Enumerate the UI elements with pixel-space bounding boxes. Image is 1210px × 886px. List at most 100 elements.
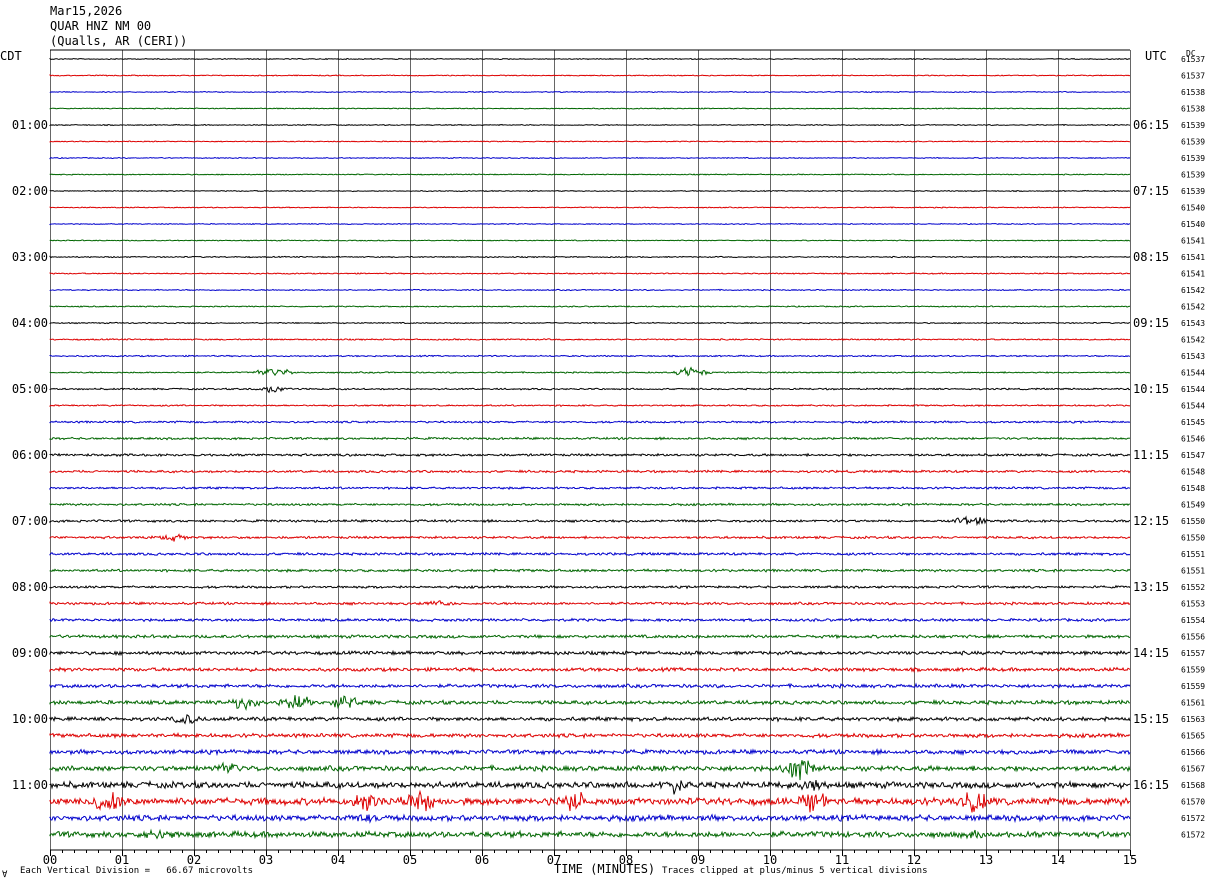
dc-value: 61546	[1181, 435, 1205, 444]
trace-23	[49, 436, 1131, 441]
trace-4	[49, 123, 1131, 127]
time-gridlines	[50, 49, 1131, 850]
trace-43	[49, 760, 1131, 781]
right-hour-label: 09:15	[1133, 316, 1169, 330]
trace-13	[49, 272, 1131, 275]
dc-value: 61538	[1181, 88, 1205, 97]
date-label: Mar15,2026	[50, 4, 123, 18]
dc-value: 61540	[1181, 204, 1205, 213]
trace-labels: 01:00 02:00 03:00 04:00 05:00 06:00 07:00 08:00…	[12, 55, 1205, 840]
dc-value: 61539	[1181, 171, 1205, 180]
location-label: (Qualls, AR (CERI))	[50, 34, 188, 48]
dc-value: 61567	[1181, 765, 1205, 774]
trace-1	[49, 74, 1131, 77]
dc-value: 61570	[1181, 798, 1205, 807]
dc-value: 61538	[1181, 105, 1205, 114]
right-hour-label: 16:15	[1133, 778, 1169, 792]
dc-value: 61566	[1181, 748, 1205, 757]
dc-value: 61543	[1181, 319, 1205, 328]
trace-10	[49, 222, 1131, 226]
dc-value: 61541	[1181, 253, 1205, 262]
right-hour-label: 15:15	[1133, 712, 1169, 726]
trace-31	[49, 568, 1131, 574]
trace-35	[49, 633, 1131, 640]
trace-18	[49, 354, 1131, 358]
trace-8	[49, 189, 1131, 193]
trace-29	[49, 533, 1131, 542]
dc-value: 61545	[1181, 418, 1205, 427]
dc-value: 61539	[1181, 187, 1205, 196]
station-label: QUAR HNZ NM 00	[50, 19, 152, 33]
trace-14	[49, 288, 1131, 292]
trace-47	[49, 828, 1131, 840]
trace-19	[49, 366, 1131, 377]
trace-41	[49, 731, 1131, 740]
left-hour-label: 01:00	[12, 118, 48, 132]
dc-value: 61549	[1181, 501, 1205, 510]
x-tick-label: 05	[403, 853, 417, 867]
x-tick-label: 03	[259, 853, 273, 867]
dc-value: 61540	[1181, 220, 1205, 229]
x-tick-label: 02	[187, 853, 201, 867]
dc-value: 61548	[1181, 468, 1205, 477]
left-hour-label: 08:00	[12, 580, 48, 594]
trace-44	[49, 779, 1131, 795]
right-hour-label: 08:15	[1133, 250, 1169, 264]
trace-17	[49, 338, 1131, 341]
x-tick-label: 08	[619, 853, 633, 867]
x-axis-title: TIME (MINUTES)	[554, 862, 656, 876]
trace-5	[49, 140, 1131, 143]
dc-value: 61537	[1181, 55, 1205, 64]
x-tick-label: 01	[115, 853, 129, 867]
trace-30	[49, 551, 1131, 557]
trace-38	[49, 682, 1131, 690]
dc-value: 61542	[1181, 303, 1205, 312]
right-hour-label: 12:15	[1133, 514, 1169, 528]
left-timezone-label: CDT	[0, 49, 22, 63]
trace-39	[49, 695, 1131, 712]
trace-46	[49, 813, 1131, 824]
x-tick-label: 12	[907, 853, 921, 867]
scale-text: Each Vertical Division = 66.67 microvolt…	[20, 866, 253, 876]
x-tick-label: 07	[547, 853, 561, 867]
dc-header-label: DC	[1186, 49, 1196, 58]
right-hour-label: 11:15	[1133, 448, 1169, 462]
dc-value: 61542	[1181, 336, 1205, 345]
left-hour-label: 02:00	[12, 184, 48, 198]
trace-32	[49, 584, 1131, 590]
trace-15	[49, 305, 1131, 308]
right-hour-label: 06:15	[1133, 118, 1169, 132]
right-hour-label: 07:15	[1133, 184, 1169, 198]
dc-value: 61568	[1181, 781, 1205, 790]
trace-40	[49, 714, 1131, 725]
trace-36	[49, 649, 1131, 657]
dc-value: 61544	[1181, 385, 1205, 394]
left-hour-label: 07:00	[12, 514, 48, 528]
right-timezone-label: UTC	[1145, 49, 1167, 63]
trace-33	[49, 600, 1131, 607]
dc-value: 61550	[1181, 534, 1205, 543]
right-hour-label: 14:15	[1133, 646, 1169, 660]
trace-21	[49, 403, 1131, 408]
x-tick-label: 14	[1051, 853, 1065, 867]
dc-value: 61539	[1181, 138, 1205, 147]
trace-42	[49, 747, 1131, 757]
trace-26	[49, 485, 1131, 491]
x-tick-label: 13	[979, 853, 993, 867]
dc-value: 61557	[1181, 649, 1205, 658]
x-tick-label: 10	[763, 853, 777, 867]
corner-mark: ∀	[2, 870, 8, 880]
left-hour-label: 06:00	[12, 448, 48, 462]
dc-value: 61542	[1181, 286, 1205, 295]
dc-value: 61565	[1181, 732, 1205, 741]
dc-value: 61552	[1181, 583, 1205, 592]
trace-3	[49, 107, 1131, 110]
clip-text: Traces clipped at plus/minus 5 vertical …	[662, 866, 928, 876]
left-hour-label: 10:00	[12, 712, 48, 726]
left-hour-label: 03:00	[12, 250, 48, 264]
trace-12	[49, 255, 1131, 259]
dc-value: 61561	[1181, 699, 1205, 708]
x-axis: 00 01 02 03 04 05 06 07 08 09 10 11 12 13 14 15	[43, 849, 1137, 867]
dc-value: 61553	[1181, 600, 1205, 609]
